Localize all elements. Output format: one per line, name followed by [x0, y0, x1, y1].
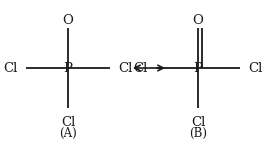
Text: P: P	[64, 61, 73, 74]
Text: P: P	[193, 61, 202, 74]
Text: Cl: Cl	[61, 116, 75, 129]
Text: (A): (A)	[59, 126, 77, 139]
Text: O: O	[62, 14, 73, 27]
Text: Cl: Cl	[118, 61, 132, 74]
Text: (B): (B)	[189, 126, 207, 139]
Text: O: O	[193, 14, 204, 27]
Text: Cl: Cl	[191, 116, 205, 129]
Text: Cl: Cl	[134, 61, 148, 74]
Text: Cl: Cl	[248, 61, 262, 74]
Text: Cl: Cl	[4, 61, 18, 74]
